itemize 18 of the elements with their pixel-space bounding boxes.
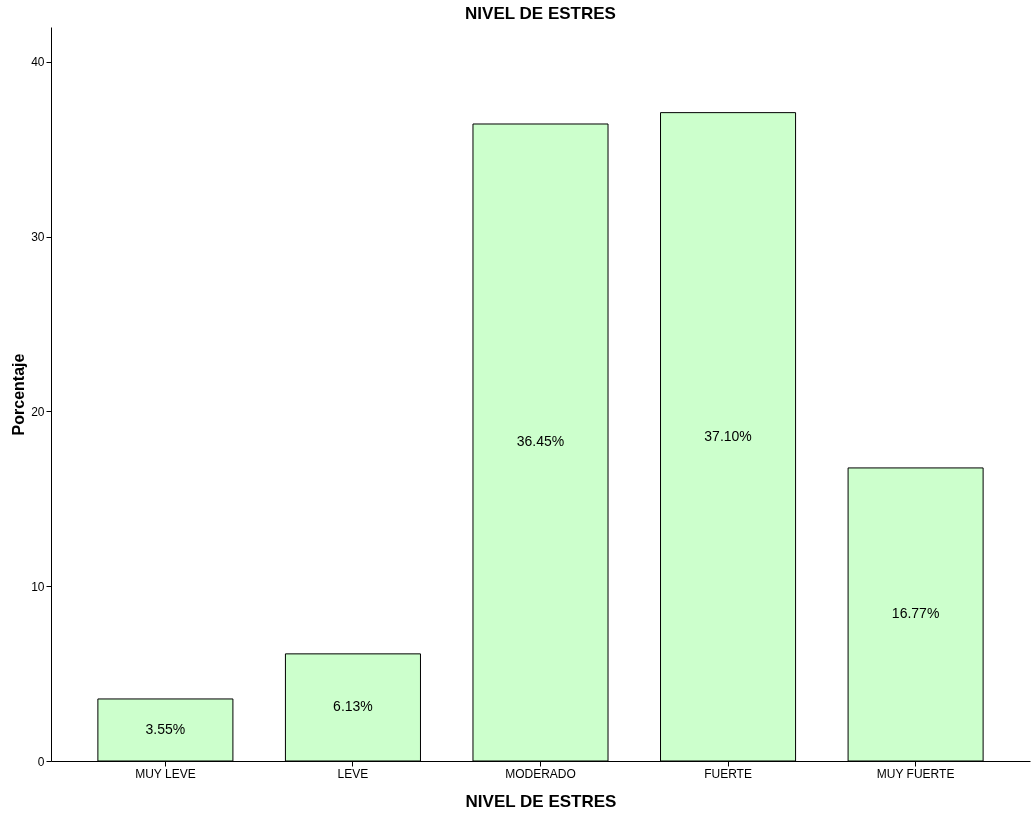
y-axis-title: Porcentaje <box>10 353 28 436</box>
y-tick-label: 0 <box>37 754 45 769</box>
x-tick-label: MUY FUERTE <box>876 766 955 781</box>
chart-title: NIVEL DE ESTRES <box>465 4 616 23</box>
data-label: 16.77% <box>891 605 940 622</box>
x-tick-label: MODERADO <box>505 766 576 781</box>
y-tick-label: 40 <box>31 55 45 70</box>
y-tick-label: 20 <box>31 404 45 419</box>
data-label: 37.10% <box>704 427 752 444</box>
x-tick-label: LEVE <box>337 766 369 781</box>
y-tick-label: 30 <box>31 230 45 245</box>
x-tick-label: MUY LEVE <box>135 766 196 781</box>
x-tick-label: FUERTE <box>704 766 752 781</box>
x-axis-title: NIVEL DE ESTRES <box>465 791 617 811</box>
data-label: 6.13% <box>333 698 373 715</box>
data-label: 36.45% <box>516 433 565 450</box>
data-label: 3.55% <box>145 720 186 737</box>
y-tick-label: 10 <box>31 579 45 594</box>
